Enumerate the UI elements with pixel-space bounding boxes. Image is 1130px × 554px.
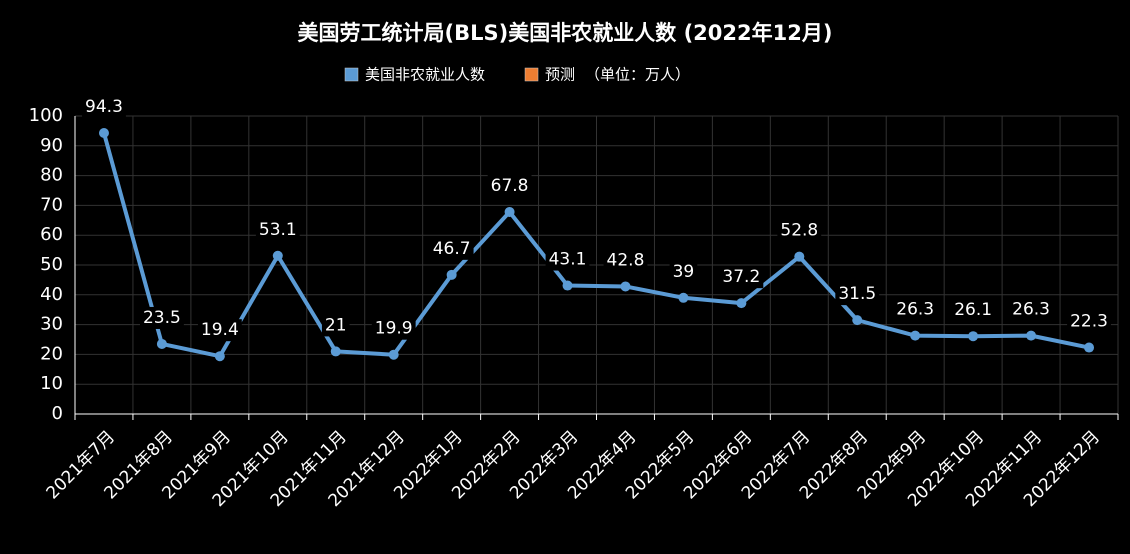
point <box>214 351 225 362</box>
data-label-bg <box>139 306 184 329</box>
legend-label: 美国非农就业人数 <box>365 66 485 84</box>
point <box>272 250 283 261</box>
data-label-bg <box>951 299 996 322</box>
data-label: 21 <box>325 315 347 335</box>
data-label-bg <box>1067 310 1111 333</box>
data-label-bg <box>603 249 648 272</box>
y-tick-label: 100 <box>29 105 63 126</box>
data-label: 42.8 <box>607 250 645 270</box>
data-label: 46.7 <box>433 239 471 259</box>
data-label: 37.2 <box>722 267 760 287</box>
series-line <box>102 132 1090 359</box>
point <box>678 292 689 303</box>
point <box>562 280 573 291</box>
y-tick-label: 30 <box>40 314 63 335</box>
data-label-bg <box>82 95 126 118</box>
point <box>968 331 979 342</box>
data-label: 39 <box>673 262 695 282</box>
data-label: 67.8 <box>491 176 529 196</box>
data-label-bg <box>719 266 764 289</box>
y-tick-label: 70 <box>40 194 63 215</box>
data-label: 31.5 <box>838 284 876 304</box>
data-label: 52.8 <box>780 221 818 241</box>
data-label-bg <box>429 237 474 260</box>
data-label-bg <box>669 260 698 283</box>
point <box>620 281 631 292</box>
legend-swatch <box>344 67 359 82</box>
y-tick-label: 50 <box>40 254 63 275</box>
point <box>794 251 805 262</box>
point <box>388 349 399 360</box>
data-label: 94.3 <box>85 97 123 117</box>
data-label-bg <box>893 298 938 321</box>
data-label: 19.9 <box>375 319 413 339</box>
data-label-bg <box>371 317 416 340</box>
data-label-bg <box>197 319 242 342</box>
chart-title: 美国劳工统计局(BLS)美国非农就业人数 (2022年12月) <box>298 21 833 45</box>
point <box>1084 342 1095 353</box>
point <box>446 269 457 280</box>
point <box>736 298 747 309</box>
unit-note: （单位：万人） <box>585 66 690 84</box>
y-tick-label: 40 <box>40 284 63 305</box>
data-label-bg <box>777 219 822 242</box>
point <box>1026 330 1037 341</box>
y-tick-label: 20 <box>40 343 63 364</box>
data-label-bg <box>545 248 590 271</box>
point <box>98 127 109 138</box>
y-tick-label: 10 <box>40 373 63 394</box>
y-tick-label: 0 <box>52 403 63 424</box>
data-label-bg <box>487 174 532 197</box>
point <box>156 338 167 349</box>
point <box>504 206 515 217</box>
data-label: 22.3 <box>1070 312 1108 332</box>
data-label: 43.1 <box>549 250 587 270</box>
y-tick-label: 90 <box>40 135 63 156</box>
data-label-bg <box>835 283 880 306</box>
data-label: 26.1 <box>954 300 992 320</box>
data-label-bg <box>1009 298 1054 321</box>
legend-swatch <box>524 67 539 82</box>
data-label: 53.1 <box>259 220 297 240</box>
point <box>910 330 921 341</box>
data-label-bg <box>255 218 300 241</box>
data-label: 26.3 <box>896 300 934 320</box>
legend-label: 预测 <box>545 66 575 84</box>
y-tick-label: 80 <box>40 165 63 186</box>
data-label: 23.5 <box>143 308 181 328</box>
data-label: 19.4 <box>201 320 239 340</box>
point <box>330 346 341 357</box>
point <box>852 315 863 326</box>
y-tick-label: 60 <box>40 224 63 245</box>
data-label: 26.3 <box>1012 300 1050 320</box>
data-label-bg <box>321 314 350 337</box>
